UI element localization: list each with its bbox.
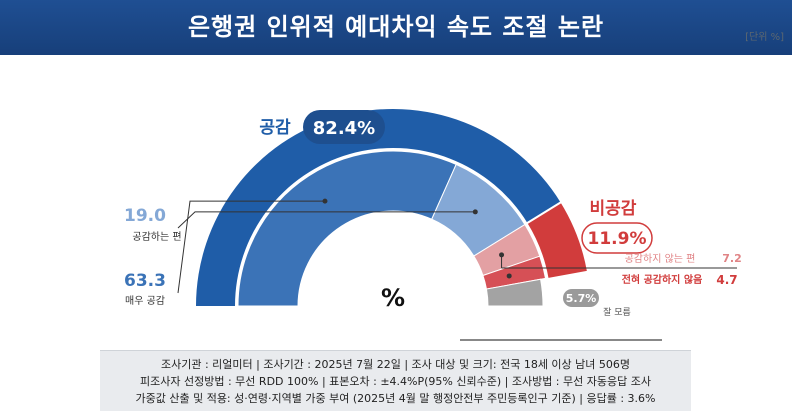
unit-label: [단위 %] xyxy=(745,32,784,43)
slice-5-label: 잘 모름 xyxy=(603,306,631,318)
disagree-group-label: 비공감 xyxy=(590,199,637,219)
footer-line-3: 가중값 산출 및 적용: 성·연령·지역별 가중 부여 (2025년 4월 말 … xyxy=(135,392,656,405)
page-title: 은행권 인위적 예대차익 속도 조절 논란 xyxy=(187,13,605,41)
disagree-group-ring xyxy=(527,202,587,278)
footer-line-1: 조사기관 : 리얼미터 | 조사기간 : 2025년 7월 22일 | 조사 대… xyxy=(160,358,631,371)
slice-4-dot xyxy=(506,273,512,279)
slice-2-leader xyxy=(177,211,476,229)
footer-line-2: 피조사자 선정방법 : 무선 RDD 100% | 표본오차 : ±4.4%P(… xyxy=(140,375,651,388)
agree-group-label: 공감 xyxy=(259,118,291,138)
disagree-value-pill xyxy=(581,222,653,254)
header-bar: 은행권 인위적 예대차익 속도 조절 논란 xyxy=(0,0,792,55)
slice-1-label: 매우 공감 xyxy=(125,295,165,307)
disagree-group-value: 11.9% xyxy=(588,229,647,249)
slice-2-dot xyxy=(472,209,478,215)
slice-1-dot xyxy=(322,198,328,204)
slice-2-label: 공감하는 편 xyxy=(132,230,181,243)
center-label: % xyxy=(381,284,405,312)
slice-2-value: 19.0 xyxy=(124,206,166,226)
agree-value-pill xyxy=(303,110,385,144)
slice-1 xyxy=(237,150,457,307)
survey-footer: 조사기관 : 리얼미터 | 조사기간 : 2025년 7월 22일 | 조사 대… xyxy=(100,350,691,411)
group-separator xyxy=(520,200,564,229)
slice-5 xyxy=(485,278,544,307)
slice-4-value: 4.7 xyxy=(716,273,737,287)
slice-4-label: 전혀 공감하지 않음 xyxy=(622,273,703,286)
slice-3-dot xyxy=(499,252,505,258)
slice-5-pill xyxy=(563,289,599,307)
agree-group-value: 82.4% xyxy=(313,118,375,139)
slice-1-leader xyxy=(177,200,325,294)
slice-3-value: 7.2 xyxy=(722,252,742,265)
slice-1-value: 63.3 xyxy=(124,271,166,291)
slice-5-value: 5.7% xyxy=(566,292,597,305)
slice-3-label: 공감하지 않는 편 xyxy=(625,252,696,265)
agree-group-ring xyxy=(196,108,561,306)
